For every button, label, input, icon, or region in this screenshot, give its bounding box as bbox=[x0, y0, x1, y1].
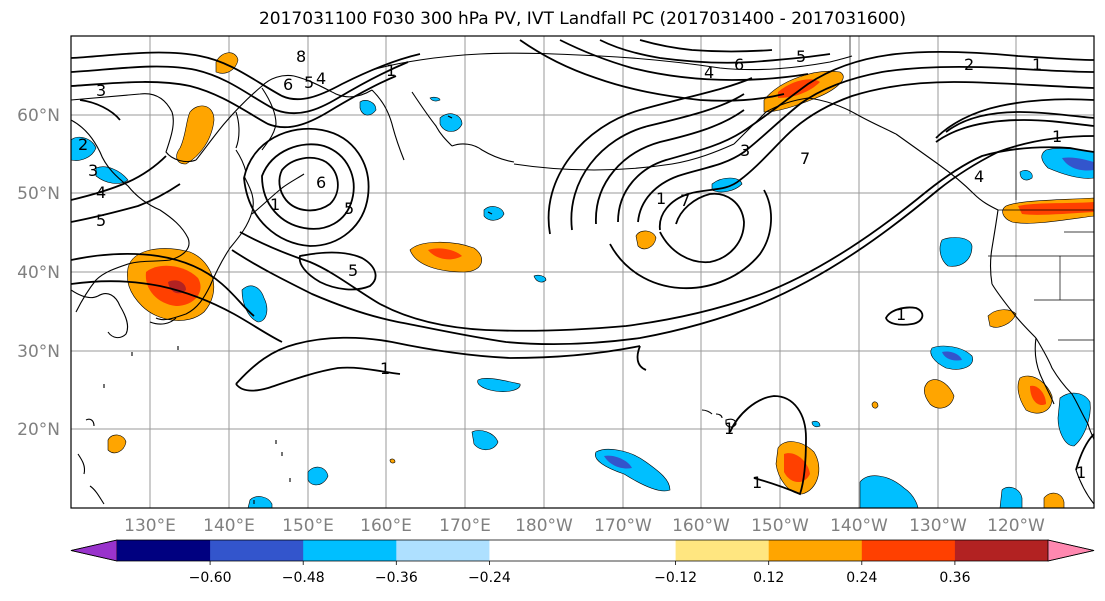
contour-label: 1 bbox=[656, 189, 666, 208]
colorbar-swatch bbox=[675, 540, 770, 561]
lon-label: 140°E bbox=[203, 516, 255, 536]
colorbar-tick-label: −0.24 bbox=[468, 570, 511, 586]
contour-label: 7 bbox=[680, 191, 690, 210]
colorbar-swatch bbox=[396, 540, 490, 561]
lon-label: 150°W bbox=[751, 516, 809, 536]
contour-label: 1 bbox=[1032, 55, 1042, 74]
colorbar-tick-label: 0.36 bbox=[939, 570, 970, 586]
contour-label: 5 bbox=[96, 211, 106, 230]
contour-label: 8 bbox=[296, 47, 306, 66]
coastlines bbox=[71, 52, 1094, 505]
colorbar-extend-min bbox=[70, 539, 118, 562]
contour-label: 4 bbox=[974, 167, 984, 186]
colorbar-tick-label: 0.24 bbox=[846, 570, 877, 586]
lat-label: 50°N bbox=[17, 184, 60, 204]
lat-labels: 60°N 50°N 40°N 30°N 20°N bbox=[17, 106, 60, 440]
pv-contours bbox=[71, 39, 1094, 496]
colorbar-tick-label: −0.36 bbox=[375, 570, 418, 586]
map-title: 2017031100 F030 300 hPa PV, IVT Landfall… bbox=[258, 9, 906, 29]
contour-label: 1 bbox=[1052, 127, 1062, 146]
lon-label: 150°E bbox=[282, 516, 334, 536]
contour-label: 6 bbox=[316, 173, 326, 192]
lat-label: 40°N bbox=[17, 263, 60, 283]
lon-label: 140°W bbox=[830, 516, 888, 536]
lon-label: 170°W bbox=[594, 516, 652, 536]
lon-label: 180°W bbox=[515, 516, 573, 536]
contour-label: 1 bbox=[1076, 463, 1086, 482]
contour-label: 6 bbox=[283, 75, 293, 94]
lon-label: 170°E bbox=[439, 516, 491, 536]
contour-label: 4 bbox=[704, 63, 714, 82]
lat-label: 30°N bbox=[17, 342, 60, 362]
lon-label: 130°W bbox=[909, 516, 967, 536]
colorbar-tick-label: −0.48 bbox=[282, 570, 325, 586]
lon-labels: 130°E 140°E 150°E 160°E 170°E 180°W 170°… bbox=[124, 516, 1045, 536]
colorbar-tick-label: −0.12 bbox=[654, 570, 697, 586]
contour-label: 3 bbox=[88, 161, 98, 180]
map-frame bbox=[70, 35, 1095, 509]
contour-label: 2 bbox=[964, 55, 974, 74]
colorbar-extend-max bbox=[1047, 539, 1095, 562]
contour-label: 3 bbox=[96, 81, 106, 100]
contour-label: 1 bbox=[752, 473, 762, 492]
colorbar-tick-label: −0.60 bbox=[189, 570, 232, 586]
contour-label: 1 bbox=[896, 305, 906, 324]
colorbar-swatch bbox=[861, 540, 956, 561]
contour-label: 5 bbox=[348, 261, 358, 280]
contour-label: 5 bbox=[304, 73, 314, 92]
colorbar-tick-label: 0.12 bbox=[753, 570, 784, 586]
contour-label: 1 bbox=[724, 419, 734, 438]
lat-label: 20°N bbox=[17, 420, 60, 440]
colorbar-swatch bbox=[768, 540, 863, 561]
contour-label: 4 bbox=[316, 69, 326, 88]
contour-label: 5 bbox=[796, 47, 806, 66]
colorbar-swatch bbox=[303, 540, 397, 561]
lat-label: 60°N bbox=[17, 106, 60, 126]
lon-label: 120°W bbox=[987, 516, 1045, 536]
lon-label: 160°W bbox=[672, 516, 730, 536]
colorbar-outline bbox=[70, 539, 1095, 562]
contour-label: 3 bbox=[740, 141, 750, 160]
contour-label: 4 bbox=[96, 183, 106, 202]
colorbar: −0.60 −0.48 −0.36 −0.24 −0.12 0.12 0.24 0.36 bbox=[70, 539, 1095, 586]
colorbar-swatch bbox=[210, 540, 304, 561]
contour-label: 2 bbox=[78, 135, 88, 154]
colorbar-swatch bbox=[954, 540, 1049, 561]
ivt-pc-shading bbox=[71, 52, 1094, 508]
colorbar-swatch bbox=[489, 540, 583, 561]
colorbar-swatch bbox=[582, 540, 677, 561]
contour-label: 7 bbox=[800, 149, 810, 168]
contour-label: 5 bbox=[344, 199, 354, 218]
contour-labels: 3 8 6 5 4 1 2 3 4 5 5 1 4 6 5 2 1 7 7 3 … bbox=[78, 47, 1086, 492]
colorbar-swatch bbox=[117, 540, 211, 561]
contour-label: 1 bbox=[380, 359, 390, 378]
boundaries bbox=[849, 36, 1094, 341]
lon-label: 160°E bbox=[360, 516, 412, 536]
contour-label: 1 bbox=[386, 61, 396, 80]
contour-label: 6 bbox=[734, 55, 744, 74]
lon-label: 130°E bbox=[124, 516, 176, 536]
contour-label: 1 bbox=[270, 195, 280, 214]
